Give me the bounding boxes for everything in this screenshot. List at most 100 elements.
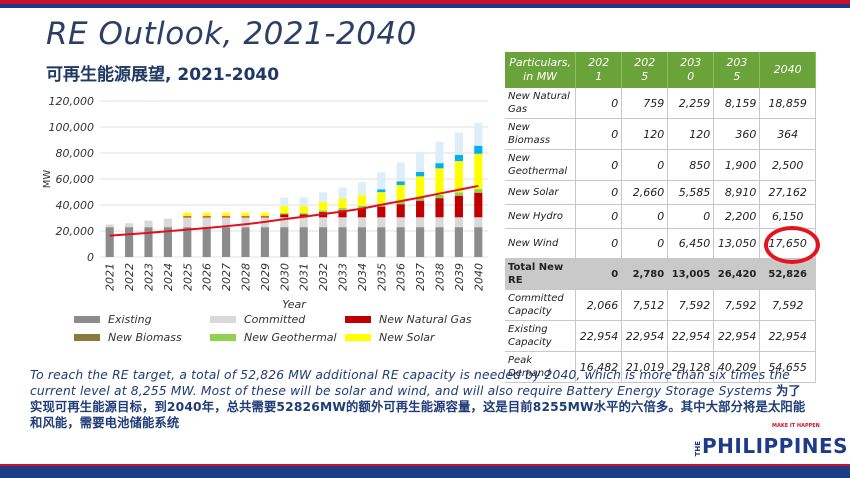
bar-segment-new-geothermal <box>319 210 328 212</box>
bar-segment-new-natural-gas <box>377 206 386 218</box>
table-cell: 0 <box>575 258 623 290</box>
table-row: New Biomass 0 120 120 360 364 <box>505 118 816 150</box>
table-cell: 6,450 <box>667 228 715 259</box>
table-cell: 27,162 <box>759 180 816 205</box>
y-tick-label: 80,000 <box>56 147 95 160</box>
table-cell: 2,200 <box>713 204 761 229</box>
bar-segment-new-solar <box>474 153 483 190</box>
table-cell: 8,159 <box>713 88 761 119</box>
table-cell: 0 <box>575 180 623 205</box>
bar-segment-committed <box>241 217 250 228</box>
table-cell: 0 <box>575 204 623 229</box>
bar-segment-new-natural-gas <box>222 216 231 218</box>
x-tick-label: 2029 <box>259 263 272 291</box>
logo-the: THE <box>694 440 702 457</box>
table-cell: 22,954 <box>759 320 816 352</box>
table-row-label: New Biomass <box>505 118 577 150</box>
x-tick-label: 2038 <box>434 263 447 291</box>
x-axis-label: Year <box>282 298 307 311</box>
bar-segment-committed <box>416 217 425 228</box>
bar-segment-new-wind <box>357 182 366 196</box>
bar-segment-existing <box>202 227 211 257</box>
table-cell: 7,592 <box>759 289 816 321</box>
table-header-cell: 202 1 <box>575 52 623 88</box>
bar-segment-new-solar <box>338 198 347 209</box>
table-cell: 2,780 <box>621 258 669 290</box>
bar-segment-new-natural-gas <box>338 210 347 218</box>
bar-segment-new-geothermal <box>435 194 444 198</box>
table-cell: 360 <box>713 118 761 150</box>
x-tick-label: 2025 <box>181 263 194 291</box>
table-row: New Natural Gas 0 759 2,259 8,159 18,859 <box>505 88 816 119</box>
table-cell: 54,655 <box>759 351 816 383</box>
table-row-label: Total New RE <box>505 258 577 290</box>
philippines-logo: THEPHILIPPINES MAKE IT HAPPEN <box>694 424 848 459</box>
x-tick-label: 2021 <box>104 263 117 291</box>
table-cell: 18,859 <box>759 88 816 119</box>
y-tick-label: 100,000 <box>49 121 95 134</box>
bar-segment-new-wind <box>454 132 463 155</box>
bar-segment-committed <box>163 218 172 228</box>
bar-segment-committed <box>105 224 114 228</box>
table-cell: 2,660 <box>621 180 669 205</box>
table-cell: 2,066 <box>575 289 623 321</box>
bar-segment-new-hydro <box>454 154 463 162</box>
body-text-chinese: 为了实现可再生能源目标，到2040年，总共需要52826MW的额外可再生能源容量… <box>30 384 806 430</box>
bar-segment-new-solar <box>280 205 289 214</box>
table-header-cell: 2040 <box>759 52 816 88</box>
legend-label: New Geothermal <box>244 331 337 344</box>
y-tick-label: 40,000 <box>56 199 95 212</box>
y-tick-label: 0 <box>87 251 94 264</box>
table-cell: 22,954 <box>667 320 715 352</box>
table-cell: 0 <box>575 88 623 119</box>
x-tick-label: 2026 <box>201 263 214 291</box>
table-cell: 6,150 <box>759 204 816 229</box>
bar-segment-committed <box>377 217 386 228</box>
table-cell: 2,500 <box>759 149 816 181</box>
top-accent-blue <box>0 4 850 8</box>
table-cell: 40,209 <box>713 351 761 383</box>
table-cell: 13,005 <box>667 258 715 290</box>
table-cell: 22,954 <box>575 320 623 352</box>
bar-segment-existing <box>338 227 347 257</box>
bar-segment-new-solar <box>377 192 386 204</box>
bar-segment-new-wind <box>435 141 444 164</box>
table-cell: 21,019 <box>621 351 669 383</box>
bar-segment-existing <box>416 227 425 257</box>
table-row: Committed Capacity 2,066 7,512 7,592 7,592 7,… <box>505 289 816 321</box>
table-cell: 8,910 <box>713 180 761 205</box>
x-tick-label: 2037 <box>414 263 427 291</box>
bar-segment-committed <box>338 217 347 228</box>
bar-segment-existing <box>377 227 386 257</box>
table-cell: 13,050 <box>713 228 761 259</box>
bar-segment-existing <box>454 227 463 257</box>
table-cell: 5,585 <box>667 180 715 205</box>
bar-segment-new-solar <box>202 212 211 217</box>
bar-segment-new-solar <box>260 212 269 217</box>
bar-segment-committed <box>183 217 192 228</box>
legend-swatch <box>74 334 100 341</box>
bottom-accent-bar <box>0 466 850 478</box>
y-tick-label: 20,000 <box>56 225 95 238</box>
page-title: RE Outlook, 2021-2040 <box>46 16 417 52</box>
bar-segment-new-natural-gas <box>396 204 405 218</box>
x-tick-label: 2031 <box>298 263 311 291</box>
bar-segment-new-wind <box>416 151 425 172</box>
bar-segment-new-natural-gas <box>435 198 444 218</box>
bar-segment-new-natural-gas <box>280 214 289 218</box>
bar-segment-committed <box>396 217 405 228</box>
table-cell: 7,592 <box>667 289 715 321</box>
bar-segment-new-wind <box>396 162 405 182</box>
bar-segment-existing <box>357 227 366 257</box>
legend-item-new-biomass: New Biomass <box>74 331 182 344</box>
table-cell: 29,128 <box>667 351 715 383</box>
bar-segment-new-natural-gas <box>474 192 483 218</box>
bar-segment-new-wind <box>299 197 308 206</box>
x-tick-label: 2039 <box>453 263 466 291</box>
table-header-cell: Particulars, in MW <box>505 52 577 88</box>
x-tick-label: 2040 <box>472 263 485 291</box>
bar-segment-new-geothermal <box>299 213 308 215</box>
bar-segment-existing <box>299 227 308 257</box>
table-row: Existing Capacity 22,954 22,954 22,954 22,95… <box>505 320 816 352</box>
bar-segment-new-solar <box>222 212 231 217</box>
